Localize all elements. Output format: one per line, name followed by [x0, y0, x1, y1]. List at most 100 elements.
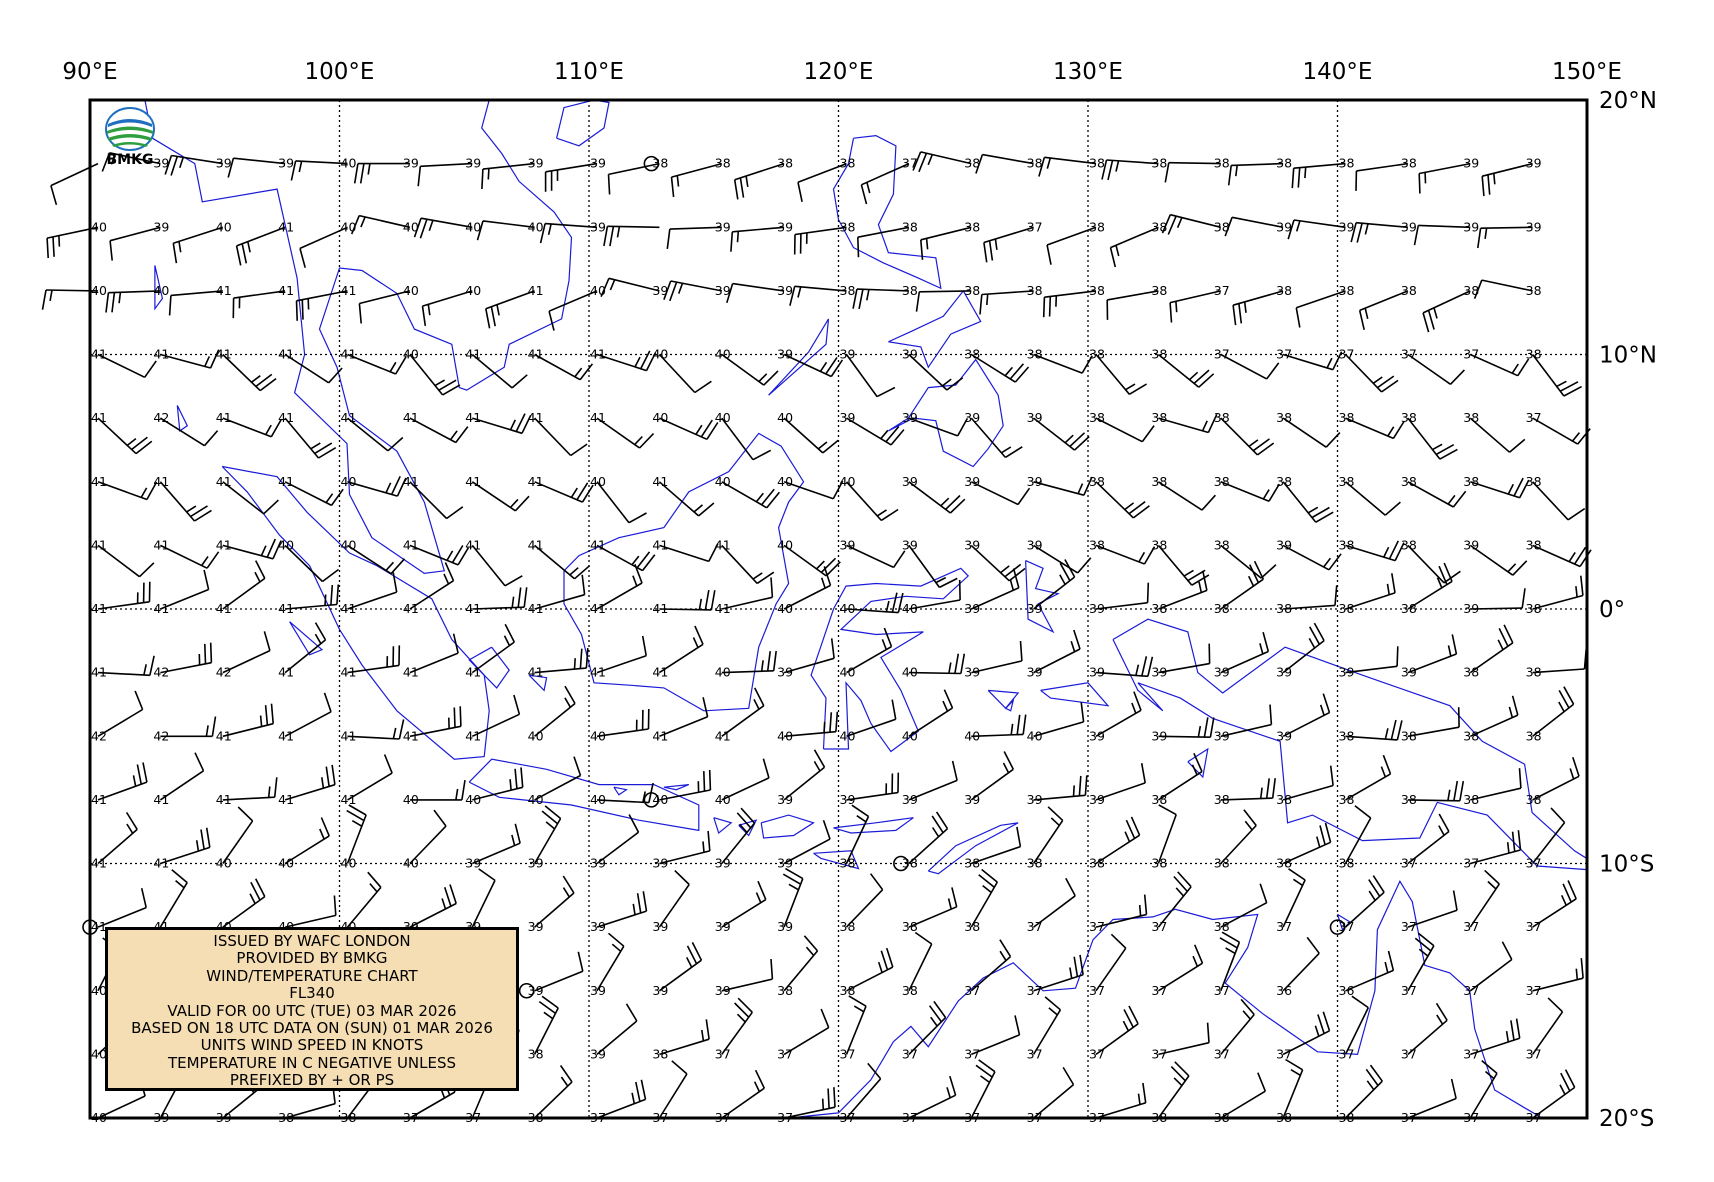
temperature-value: 38 [1463, 474, 1479, 489]
wind-barb [476, 220, 535, 241]
temperature-value: 41 [278, 283, 294, 298]
wind-barb [663, 280, 722, 302]
temperature-value: 39 [1151, 665, 1167, 680]
temperature-value: 41 [341, 347, 357, 362]
temperature-value: 40 [403, 347, 419, 362]
temperature-value: 37 [715, 1110, 731, 1125]
wind-barb [970, 751, 1015, 801]
wind-barb [659, 830, 711, 865]
temperature-value: 38 [1463, 728, 1479, 743]
info-line-flight-level: FL340 [289, 984, 335, 1003]
wind-barb [1220, 417, 1275, 456]
temperature-value: 37 [1526, 1046, 1542, 1061]
temperature-value: 38 [1276, 792, 1292, 807]
wind-barb [97, 353, 157, 379]
temperature-value: 40 [91, 1110, 107, 1125]
wind-barb [227, 157, 286, 178]
coastline [528, 674, 548, 692]
wind-barb [658, 942, 703, 992]
wind-barb [222, 878, 266, 928]
wind-barb [721, 880, 767, 928]
wind-barb [908, 1075, 957, 1119]
temperature-value: 38 [1151, 474, 1167, 489]
temperature-value: 42 [153, 728, 169, 743]
temperature-value: 40 [715, 347, 731, 362]
temperature-value: 37 [1401, 1110, 1417, 1125]
temperature-value: 38 [1151, 283, 1167, 298]
longitude-label: 90°E [62, 59, 117, 85]
temperature-value: 40 [341, 219, 357, 234]
temperature-value: 39 [777, 856, 793, 871]
temperature-value: 38 [840, 219, 856, 234]
temperature-value: 40 [341, 474, 357, 489]
temperature-value: 41 [590, 410, 606, 425]
temperature-value: 37 [1401, 983, 1417, 998]
wind-barb [783, 819, 831, 865]
wind-barb [350, 214, 411, 235]
temperature-value: 39 [1526, 156, 1542, 171]
wind-barb [1358, 290, 1409, 330]
temperature-value: 40 [465, 792, 481, 807]
temperature-value: 40 [715, 474, 731, 489]
temperature-value: 41 [403, 537, 419, 552]
wind-barb [908, 1000, 947, 1055]
temperature-value: 41 [341, 728, 357, 743]
temperature-value: 37 [652, 1110, 668, 1125]
wind-barb [1344, 875, 1385, 928]
temperature-value: 38 [1151, 537, 1167, 552]
wind-barb [164, 154, 223, 176]
temperature-value: 41 [153, 537, 169, 552]
wind-barb [159, 481, 212, 522]
temperature-value: 41 [465, 537, 481, 552]
temperature-value: 39 [1089, 792, 1105, 807]
wind-barb [726, 282, 785, 304]
coastline [556, 100, 610, 147]
temperature-value: 39 [777, 283, 793, 298]
wind-barb [1407, 562, 1453, 610]
temperature-value: 41 [153, 792, 169, 807]
temperature-value: 38 [1276, 601, 1292, 616]
wind-barb [41, 289, 99, 310]
temperature-value: 41 [278, 347, 294, 362]
wind-barb [544, 162, 598, 192]
temperature-value: 38 [1151, 347, 1167, 362]
temperature-value: 39 [1089, 665, 1105, 680]
wind-barb [659, 543, 719, 563]
temperature-value: 38 [1401, 474, 1417, 489]
calm-wind-circle [82, 919, 98, 935]
wind-barb [1227, 162, 1284, 186]
wind-barb [596, 932, 625, 992]
wind-barb [409, 809, 447, 865]
temperature-value: 39 [216, 156, 232, 171]
temperature-value: 39 [278, 156, 294, 171]
wind-barbs-layer [41, 151, 1592, 1119]
wind-barb [852, 288, 909, 310]
temperature-value: 38 [1151, 1110, 1167, 1125]
temperature-labels-layer: 39 39 39 40 39 39 39 39 38 38 38 38 37 38 38 38 38 38 38 38… [91, 156, 1542, 1125]
temperature-value: 39 [964, 410, 980, 425]
wind-barb [1473, 279, 1533, 299]
wind-barb [670, 162, 723, 198]
wind-barb [666, 226, 722, 250]
temperature-value: 37 [964, 983, 980, 998]
temperature-value: 38 [902, 919, 918, 934]
temperature-value: 40 [590, 283, 606, 298]
wind-barb [1407, 634, 1458, 674]
temperature-value: 40 [777, 728, 793, 743]
temperature-value: 40 [403, 792, 419, 807]
wind-barb [975, 153, 1034, 174]
temperature-value: 37 [1027, 1046, 1043, 1061]
calm-wind-circle [643, 792, 660, 808]
wind-barb [846, 772, 900, 801]
wind-barb [783, 638, 835, 674]
coastline [1025, 560, 1060, 634]
temperature-value: 39 [777, 347, 793, 362]
coastline [613, 786, 628, 796]
temperature-value: 41 [278, 410, 294, 425]
wind-barb [1101, 159, 1159, 181]
temperature-value: 41 [91, 856, 107, 871]
wind-barb [912, 151, 972, 173]
wind-barb [1407, 813, 1450, 865]
wind-barb [1169, 290, 1221, 323]
temperature-value: 38 [1276, 283, 1292, 298]
